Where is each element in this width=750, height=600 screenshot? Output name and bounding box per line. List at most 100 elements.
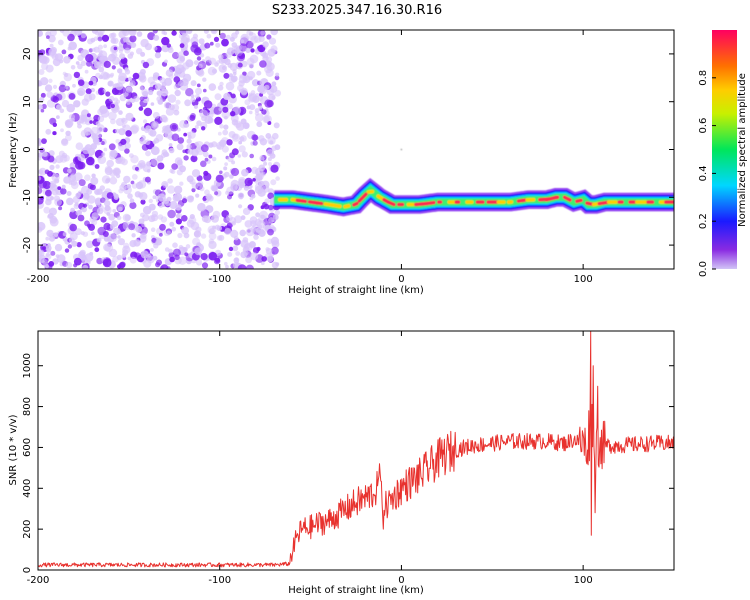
noise-dot — [98, 66, 105, 73]
noise-dot — [194, 247, 203, 256]
noise-dot — [205, 193, 213, 201]
noise-dot — [38, 97, 45, 103]
y-tick-label: 400 — [22, 479, 33, 498]
noise-dot — [152, 195, 157, 199]
noise-dot — [42, 151, 48, 157]
noise-dot — [182, 247, 188, 253]
noise-dot — [240, 251, 248, 259]
noise-dot — [267, 157, 272, 162]
noise-dot — [267, 192, 275, 200]
noise-dot — [96, 61, 101, 66]
noise-dot — [219, 170, 223, 175]
noise-dot — [225, 81, 235, 91]
noise-dot — [73, 100, 81, 108]
noise-dot — [41, 62, 49, 70]
noise-dot — [160, 85, 166, 90]
noise-dot — [70, 207, 75, 213]
noise-dot — [75, 210, 81, 216]
noise-dot — [224, 228, 232, 235]
noise-dot — [109, 169, 117, 177]
noise-dot — [83, 93, 93, 102]
noise-dot — [110, 37, 117, 44]
noise-dot — [271, 95, 276, 100]
noise-dot — [150, 157, 160, 167]
noise-dot — [237, 192, 245, 199]
noise-dot — [108, 233, 117, 242]
noise-dot — [39, 55, 48, 64]
noise-dot — [262, 52, 269, 59]
noise-dot — [58, 206, 63, 211]
noise-dot — [200, 253, 208, 261]
noise-dot — [256, 121, 263, 128]
noise-dot — [96, 237, 102, 243]
noise-dot — [63, 73, 72, 82]
noise-dot — [230, 111, 236, 117]
noise-dot — [169, 256, 175, 263]
noise-dot — [123, 242, 130, 249]
noise-dot — [195, 87, 202, 95]
noise-dot — [203, 170, 209, 176]
noise-dot — [87, 157, 93, 162]
y-tick-label: 10 — [22, 95, 33, 108]
noise-dot — [244, 123, 250, 129]
noise-dot — [139, 138, 146, 145]
noise-dot — [192, 237, 201, 246]
noise-dot — [148, 89, 154, 96]
noise-dot — [108, 213, 116, 221]
noise-dot — [129, 240, 137, 248]
noise-dot — [42, 246, 46, 250]
noise-dot — [64, 248, 70, 253]
noise-dot — [264, 198, 271, 204]
noise-dot — [150, 248, 154, 252]
y-tick-label: 600 — [22, 438, 33, 457]
noise-dot — [140, 232, 147, 239]
noise-dot — [195, 94, 200, 99]
noise-dot — [200, 160, 207, 168]
noise-dot — [245, 256, 253, 264]
noise-dot — [63, 154, 70, 162]
noise-dot — [64, 85, 69, 90]
noise-dot — [178, 256, 187, 265]
noise-dot — [249, 153, 254, 159]
noise-dot — [60, 128, 64, 133]
colorbar-tick-label: 0.4 — [698, 165, 709, 181]
noise-dot — [157, 99, 164, 105]
noise-dot — [168, 147, 175, 154]
noise-dot — [125, 142, 131, 149]
noise-dot — [91, 134, 97, 139]
noise-dot — [104, 165, 112, 173]
noise-dot — [224, 115, 228, 120]
noise-dot — [235, 251, 241, 256]
noise-dot — [94, 164, 100, 169]
noise-dot — [189, 195, 194, 201]
noise-dot — [223, 166, 228, 171]
noise-dot — [240, 89, 248, 96]
noise-dot — [80, 114, 88, 122]
noise-dot — [250, 252, 259, 261]
noise-dot — [66, 103, 75, 113]
band-hot-segment — [552, 195, 560, 200]
noise-dot — [260, 156, 265, 161]
signal-band — [274, 148, 674, 217]
noise-dot — [250, 220, 257, 227]
noise-dot — [208, 238, 215, 244]
noise-dot — [258, 85, 268, 95]
noise-dot — [261, 109, 267, 115]
noise-dot — [138, 218, 145, 225]
noise-dot — [55, 254, 60, 258]
noise-dot — [138, 160, 146, 168]
noise-dot — [169, 122, 179, 132]
noise-dot — [45, 236, 50, 241]
noise-dot — [106, 192, 114, 199]
noise-dot — [82, 203, 87, 208]
noise-dot — [52, 131, 57, 136]
noise-dot — [159, 223, 166, 231]
noise-dot — [184, 99, 192, 107]
noise-dot — [183, 50, 189, 56]
noise-dot — [211, 30, 217, 33]
noise-dot — [106, 159, 114, 168]
colorbar-tick-label: 0.0 — [698, 261, 709, 277]
noise-dot — [142, 205, 152, 215]
noise-dot — [270, 164, 279, 173]
noise-dot — [239, 136, 245, 142]
